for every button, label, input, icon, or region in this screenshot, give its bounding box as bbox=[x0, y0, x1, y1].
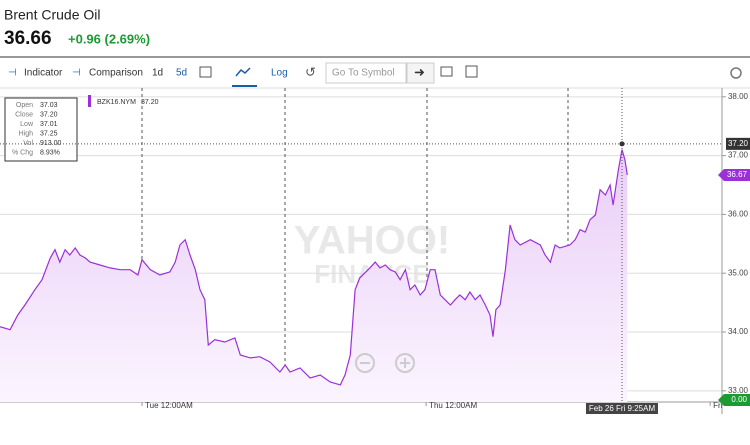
share-icon[interactable] bbox=[465, 65, 478, 78]
ohlc-label: Open bbox=[16, 102, 33, 109]
zoom-button bbox=[395, 353, 415, 373]
log-button[interactable]: Log bbox=[271, 68, 288, 79]
y-tick-label: 36.00 bbox=[728, 210, 749, 219]
last-badge-label: 36.67 bbox=[727, 170, 748, 179]
x-badge bbox=[585, 403, 658, 414]
reset-icon[interactable]: ↺ bbox=[305, 64, 316, 79]
x-tick-label: Thu 12:00AM bbox=[429, 401, 477, 410]
legend-swatch bbox=[88, 95, 91, 107]
indicator-button[interactable]: Indicator bbox=[24, 68, 63, 79]
toolbar: ⊣ Indicator ⊣ Comparison 1d 5d Log ↺ Go … bbox=[8, 62, 742, 87]
ohlc-label: Vol bbox=[23, 140, 33, 147]
y-tick-label: 37.00 bbox=[728, 151, 749, 160]
legend-label: BZK16.NYM bbox=[97, 99, 136, 106]
comparison-button[interactable]: Comparison bbox=[89, 68, 143, 79]
change: +0.96 (2.69%) bbox=[68, 31, 150, 46]
volume-badge bbox=[718, 394, 750, 406]
x-badge-label: Feb 26 Fri 9:25AM bbox=[589, 404, 656, 413]
zoom-button bbox=[355, 353, 375, 373]
calendar-icon[interactable] bbox=[199, 66, 212, 78]
x-tick-label: Tue 12:00AM bbox=[145, 401, 193, 410]
range-button[interactable]: 1d bbox=[152, 68, 163, 79]
go-button[interactable] bbox=[406, 62, 435, 84]
ohlc-value: 8.93% bbox=[40, 149, 60, 156]
ohlc-label: Close bbox=[15, 111, 33, 118]
settings-icon[interactable] bbox=[730, 67, 742, 79]
area bbox=[0, 149, 628, 402]
ohlc-value: 37.20 bbox=[40, 111, 58, 118]
ohlc-label: % Chg bbox=[12, 149, 33, 156]
y-badge-label: 37.20 bbox=[728, 139, 749, 148]
search-placeholder: Go To Symbol bbox=[332, 68, 395, 79]
icon: ⊣ bbox=[72, 68, 81, 79]
price-line bbox=[0, 149, 628, 386]
title: Brent Crude Oil bbox=[4, 7, 100, 23]
ohlc-value: 37.25 bbox=[40, 130, 58, 137]
watermark: YAHOO! bbox=[294, 219, 450, 263]
plot: YAHOO!FINANCE33.0034.0035.0036.0037.0038… bbox=[0, 88, 750, 414]
ohlc-value: 37.03 bbox=[40, 102, 58, 109]
ohlc-value: 37.01 bbox=[40, 121, 58, 128]
crosshair-dot bbox=[619, 141, 625, 147]
ohlc-label: High bbox=[19, 130, 34, 137]
legend-value: 37.20 bbox=[141, 99, 159, 106]
range-button[interactable]: 5d bbox=[176, 68, 187, 79]
icon: ⊣ bbox=[8, 68, 17, 79]
y-tick-label: 33.00 bbox=[728, 386, 749, 395]
chart-type-icon[interactable] bbox=[235, 67, 251, 77]
ohlc-value: 913.00 bbox=[40, 140, 62, 147]
last-badge bbox=[718, 169, 750, 182]
search-box[interactable] bbox=[325, 62, 407, 84]
y-tick-label: 34.00 bbox=[728, 327, 749, 336]
print-icon[interactable] bbox=[440, 66, 453, 77]
y-badge bbox=[726, 137, 750, 150]
ohlc-label: Low bbox=[20, 121, 34, 128]
price: 36.66 bbox=[4, 28, 52, 49]
x-tick-label: Fri bbox=[713, 401, 723, 410]
y-tick-label: 35.00 bbox=[728, 268, 749, 277]
ohlc-box bbox=[4, 97, 78, 162]
volume-badge-label: 0.00 bbox=[731, 395, 747, 404]
y-tick-label: 38.00 bbox=[728, 92, 749, 101]
arrow-icon: ➜ bbox=[414, 64, 425, 79]
